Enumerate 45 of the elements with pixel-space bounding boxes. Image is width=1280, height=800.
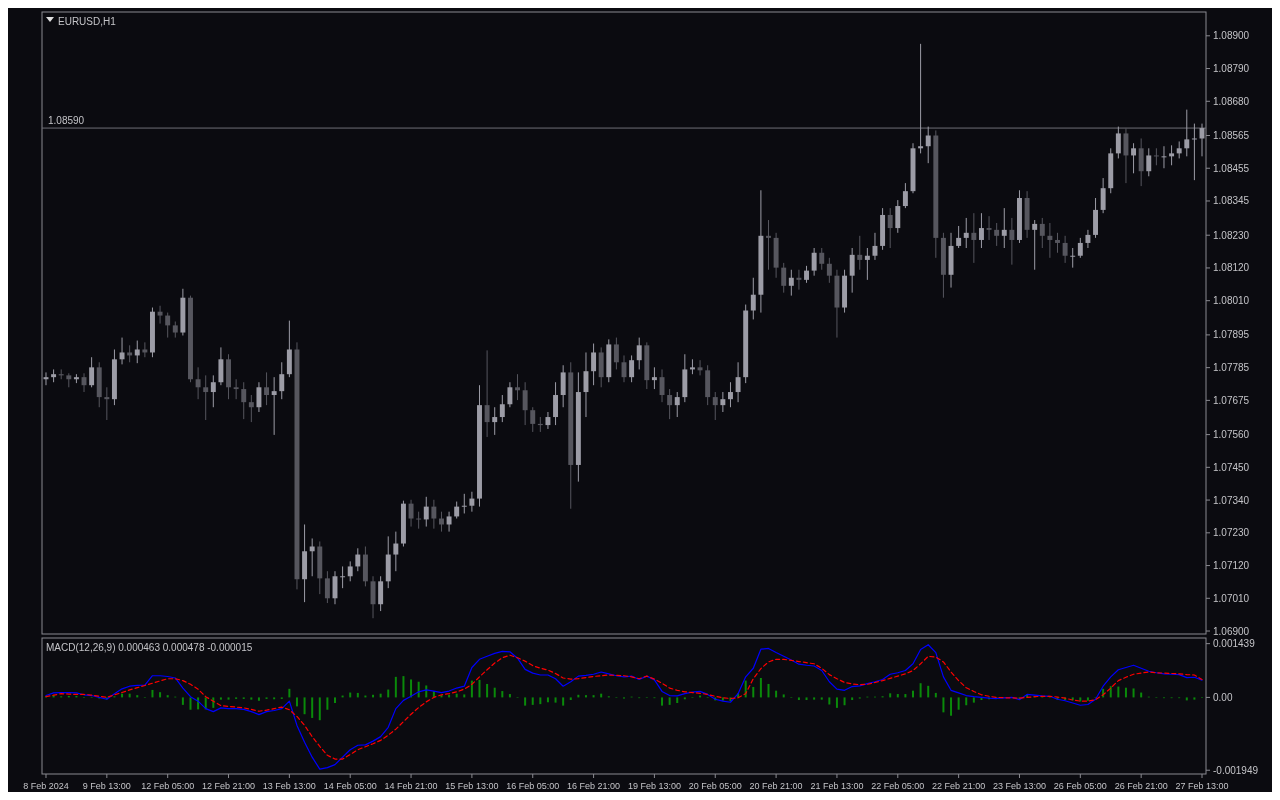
y-tick-label: 1.08680 <box>1213 95 1250 107</box>
x-tick-label: 19 Feb 13:00 <box>627 781 681 791</box>
x-tick-label: 16 Feb 05:00 <box>506 781 560 791</box>
x-tick-label: 22 Feb 21:00 <box>932 781 986 791</box>
x-tick-label: 26 Feb 05:00 <box>1053 781 1107 791</box>
x-tick-label: 20 Feb 21:00 <box>749 781 803 791</box>
x-tick-label: 22 Feb 05:00 <box>871 781 925 791</box>
x-tick-label: 23 Feb 13:00 <box>992 781 1046 791</box>
x-tick-label: 14 Feb 05:00 <box>323 781 377 791</box>
y-tick-label: -0.001949 <box>1213 764 1259 776</box>
x-tick-label: 13 Feb 13:00 <box>262 781 316 791</box>
y-tick-label: 1.08790 <box>1213 63 1250 75</box>
x-tick-label: 14 Feb 21:00 <box>384 781 438 791</box>
y-tick-label: 1.07675 <box>1213 394 1250 406</box>
y-tick-label: 1.08230 <box>1213 229 1250 241</box>
chart-title: EURUSD,H1 <box>58 16 117 27</box>
y-tick-label: 1.08565 <box>1213 130 1250 142</box>
y-tick-label: 1.07560 <box>1213 429 1250 441</box>
y-tick-label: 1.08900 <box>1213 30 1250 42</box>
y-tick-label: 1.06900 <box>1213 625 1250 637</box>
y-tick-label: 1.07230 <box>1213 527 1250 539</box>
x-tick-label: 12 Feb 05:00 <box>141 781 195 791</box>
y-tick-label: 1.08010 <box>1213 295 1250 307</box>
y-tick-label: 1.07895 <box>1213 329 1250 341</box>
y-tick-label: 1.07785 <box>1213 362 1250 374</box>
y-tick-label: 0.00 <box>1213 691 1233 703</box>
x-tick-label: 20 Feb 05:00 <box>688 781 742 791</box>
x-tick-label: 21 Feb 13:00 <box>810 781 864 791</box>
x-tick-label: 16 Feb 21:00 <box>567 781 621 791</box>
y-tick-label: 1.08455 <box>1213 162 1250 174</box>
x-tick-label: 15 Feb 13:00 <box>445 781 499 791</box>
x-tick-label: 12 Feb 21:00 <box>202 781 256 791</box>
x-tick-label: 8 Feb 2024 <box>23 781 69 791</box>
x-tick-label: 27 Feb 13:00 <box>1175 781 1229 791</box>
chart-title: MACD(12,26,9) 0.000463 0.000478 -0.000015 <box>46 642 253 653</box>
y-tick-label: 1.07120 <box>1213 560 1250 572</box>
y-tick-label: 1.07340 <box>1213 494 1250 506</box>
x-tick-label: 9 Feb 13:00 <box>82 781 131 791</box>
y-tick-label: 1.07010 <box>1213 592 1250 604</box>
y-tick-label: 1.08120 <box>1213 262 1250 274</box>
y-tick-label: 1.07450 <box>1213 461 1250 473</box>
x-tick-label: 26 Feb 21:00 <box>1114 781 1168 791</box>
y-tick-label: 1.08345 <box>1213 195 1250 207</box>
y-tick-label: 0.001439 <box>1213 638 1256 650</box>
ref-line-label: 1.08590 <box>48 115 85 127</box>
